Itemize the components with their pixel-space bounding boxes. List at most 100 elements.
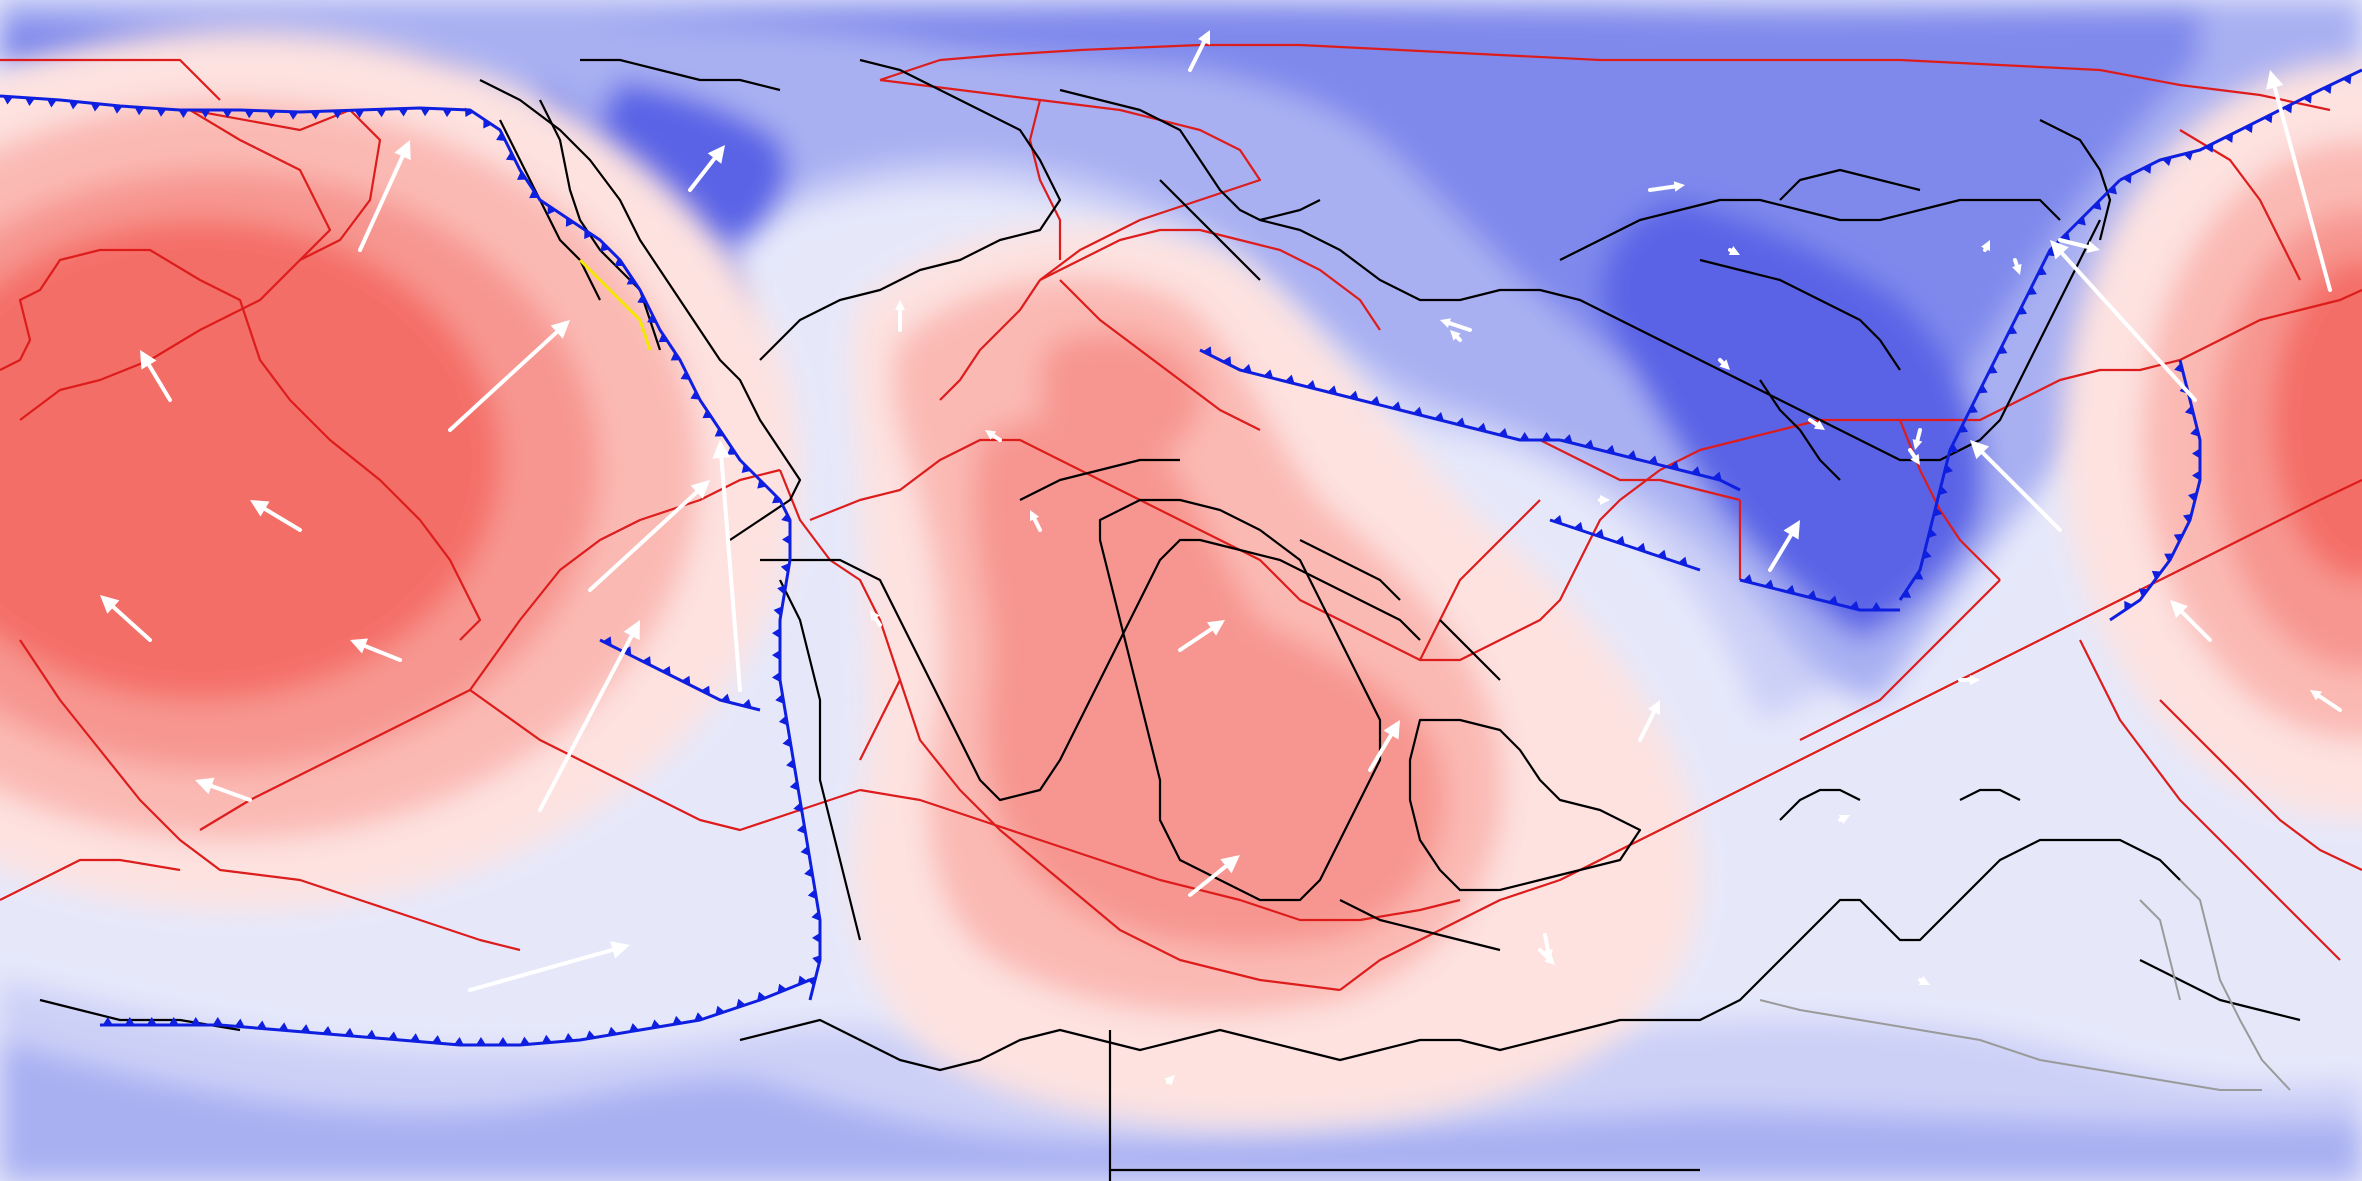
velocity-arrow-shaft xyxy=(1838,817,1844,822)
subduction-tooth xyxy=(2322,84,2332,94)
velocity-arrow-shaft xyxy=(1908,448,1917,459)
subduction-tooth xyxy=(777,983,787,993)
velocity-arrows xyxy=(100,30,2342,1086)
subduction-tooth xyxy=(344,1027,355,1037)
subduction-tooth xyxy=(244,110,255,119)
subduction-tooth xyxy=(614,257,624,267)
velocity-arrow-shaft xyxy=(209,784,252,802)
velocity-arrow-head xyxy=(712,440,731,459)
subduction-tooth xyxy=(772,672,781,683)
subduction-tooth xyxy=(2190,426,2200,437)
subduction-tooth xyxy=(2184,405,2194,416)
subduction-tooth xyxy=(1806,590,1817,600)
subduction-tooth xyxy=(742,698,752,708)
subduction-tooth xyxy=(781,512,791,523)
subduction-tooth xyxy=(1764,579,1774,589)
velocity-arrow-head xyxy=(623,620,640,641)
subduction-tooth xyxy=(622,646,632,656)
subduction-tooth xyxy=(1519,432,1530,440)
velocity-arrow-shaft xyxy=(2317,694,2342,712)
subduction-tooth xyxy=(2192,448,2200,459)
subduction-tooth xyxy=(773,606,783,617)
subduction-tooth xyxy=(332,110,343,119)
subduction-tooth xyxy=(1348,390,1359,400)
velocity-arrow-shaft xyxy=(1638,710,1656,742)
velocity-arrow-head xyxy=(1970,675,1980,685)
subduction-tooth xyxy=(112,105,123,114)
subduction-tooth xyxy=(102,1017,113,1025)
velocity-arrow-shaft xyxy=(1983,246,1988,252)
subduction-tooth xyxy=(602,636,612,646)
velocity-arrow-shaft xyxy=(991,433,1002,442)
subduction-tooth xyxy=(1978,384,1988,394)
subduction-tooth xyxy=(1327,385,1338,395)
subduction-tooth xyxy=(1626,450,1637,460)
velocity-arrow-shaft xyxy=(1447,321,1472,332)
subduction-tooth xyxy=(420,108,431,117)
velocity-arrow-shaft xyxy=(1918,978,1924,983)
velocity-arrow-head xyxy=(1648,700,1660,715)
velocity-arrow-shaft xyxy=(363,644,402,662)
subduction-tooth xyxy=(796,824,806,835)
subduction-tooth xyxy=(376,109,387,118)
subduction-tooth xyxy=(806,976,816,987)
subduction-tooth xyxy=(2224,133,2234,143)
velocity-arrow-head xyxy=(350,638,368,654)
subduction-tooth xyxy=(2092,200,2102,210)
subduction-tooth xyxy=(650,1019,661,1029)
velocity-arrow-head xyxy=(1440,318,1452,328)
subduction-tooth xyxy=(2302,94,2312,104)
velocity-arrow-shaft xyxy=(1178,627,1214,652)
subduction-tooth xyxy=(2283,103,2293,114)
subduction-tooth xyxy=(505,151,516,161)
subduction-tooth xyxy=(2162,157,2172,166)
subduction-tooth xyxy=(453,1036,464,1046)
subduction-tooth xyxy=(1669,460,1680,470)
velocity-arrow-head xyxy=(1912,439,1923,450)
velocity-arrow-shaft xyxy=(1718,358,1725,365)
subduction-tooth xyxy=(146,1017,157,1025)
subduction-tooth xyxy=(715,1005,725,1015)
subduction-tooth xyxy=(300,1024,311,1033)
velocity-arrow-shaft xyxy=(1455,335,1462,342)
subduction-tooth xyxy=(680,370,690,380)
subduction-tooth xyxy=(1263,369,1274,379)
subduction-tooth xyxy=(464,107,474,118)
subduction-tooth xyxy=(789,780,799,791)
subduction-tooth xyxy=(2061,231,2071,242)
velocity-arrow-head xyxy=(1198,30,1210,45)
subduction-tooth xyxy=(2142,164,2152,174)
velocity-arrow-shaft xyxy=(719,455,742,692)
subduction-tooth xyxy=(1657,549,1667,559)
subduction-tooth xyxy=(1541,432,1552,440)
subduction-tooth xyxy=(585,1030,596,1040)
subduction-tooth xyxy=(600,242,610,252)
subduction-tooth xyxy=(782,534,790,545)
subduction-tooth xyxy=(661,665,671,676)
subduction-tooth xyxy=(629,1023,639,1032)
subduction-tooth xyxy=(681,675,691,686)
subduction-tooth xyxy=(2107,185,2117,195)
subduction-tooth xyxy=(1605,444,1616,454)
subduction-tooth xyxy=(658,333,668,343)
subduction-tooth xyxy=(797,975,808,985)
subduction-tooth xyxy=(200,110,211,118)
subduction-tooth xyxy=(1202,346,1212,356)
subduction-tooth xyxy=(563,1032,574,1042)
subduction-tooth xyxy=(702,409,712,419)
velocity-arrow-shaft xyxy=(1768,533,1793,572)
subduction-tooth xyxy=(2007,325,2018,335)
subduction-tooth xyxy=(812,932,820,943)
subduction-tooth xyxy=(2,96,13,105)
subduction-tooth xyxy=(2263,113,2273,124)
subduction-tooth xyxy=(24,97,35,106)
subduction-tooth xyxy=(757,991,767,1002)
velocity-arrow-head xyxy=(1673,181,1685,192)
subduction-tooth xyxy=(190,1017,201,1025)
velocity-arrow-shaft xyxy=(688,156,717,192)
velocity-arrow-shaft xyxy=(1368,733,1393,772)
velocity-arrow-head xyxy=(895,300,905,310)
velocity-arrow-head xyxy=(1030,510,1039,522)
subduction-tooth xyxy=(607,1026,618,1036)
